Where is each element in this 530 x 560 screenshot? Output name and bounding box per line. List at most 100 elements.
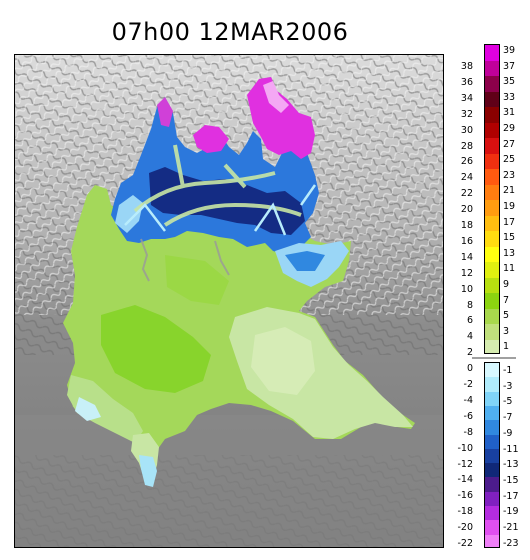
legend-tick-right: -1 — [503, 365, 513, 376]
colorbar-segment — [485, 184, 499, 201]
very-cold-peaks-west — [157, 97, 173, 127]
colorbar-segment — [485, 534, 499, 547]
colorbar-segment — [485, 246, 499, 263]
legend-left-ticks: 38 36 34 32 30 28 26 24 22 20 18 16 14 12 10 8 6 4 2 0 -2 -4-… — [445, 54, 481, 549]
colorbar-segment — [485, 377, 499, 393]
colorbar-segment — [485, 262, 499, 279]
colorbar-segment — [485, 420, 499, 436]
colorbar-segment — [485, 91, 499, 108]
colorbar-segment — [485, 363, 499, 378]
colorbar-segment — [485, 200, 499, 217]
alpine-light-blue — [115, 195, 143, 233]
colorbar-segment — [485, 153, 499, 170]
legend-tick-right: -11 — [503, 443, 519, 455]
colorbar-segment — [485, 76, 499, 93]
legend-tick-left: -4 — [463, 394, 473, 406]
legend-tick-left: 0 — [466, 363, 473, 375]
legend-tick-left: -14 — [457, 474, 473, 486]
legend-tick-right: 39 — [503, 45, 516, 56]
legend-tick-left: -22 — [457, 538, 473, 549]
legend-tick-left: 14 — [460, 251, 473, 263]
eastern-alpine-lobe-dark — [285, 251, 325, 271]
very-cold-peaks-east-light — [263, 81, 289, 113]
legend-tick-right: -5 — [503, 396, 513, 408]
legend-tick-left: 18 — [460, 220, 473, 231]
legend-tick-left: 22 — [460, 188, 473, 200]
colorbar-segment — [485, 308, 499, 325]
colorbar-segment — [485, 448, 499, 464]
colorbar-segment — [485, 293, 499, 310]
legend-tick-right: 15 — [503, 232, 516, 244]
colorbar-segment — [485, 391, 499, 407]
map-title: 07h00 12MAR2006 — [111, 18, 349, 46]
colorbar-positive — [484, 44, 500, 354]
legend-tick-right: -7 — [503, 412, 513, 424]
colorbar-segment — [485, 405, 499, 421]
legend-tick-left: -16 — [457, 490, 473, 502]
legend-tick-left: -12 — [457, 458, 473, 470]
legend-tick-left: 32 — [460, 108, 473, 120]
colorbar-segment — [485, 477, 499, 493]
pale-southwest — [67, 375, 143, 443]
legend-tick-right: -23 — [503, 537, 519, 549]
legend-tick-left: -20 — [457, 522, 473, 534]
legend-tick-left: 38 — [460, 61, 473, 72]
colorbar-segment — [485, 463, 499, 479]
legend-tick-right: 31 — [503, 107, 516, 119]
legend-tick-left: 8 — [466, 299, 473, 311]
legend-tick-left: -10 — [457, 442, 473, 454]
legend-tick-right: 3 — [503, 325, 510, 337]
legend-tick-left: 36 — [460, 76, 473, 88]
legend-tick-left: 20 — [460, 204, 473, 216]
legend-tick-left: 16 — [460, 235, 473, 247]
legend-tick-right: 25 — [503, 154, 516, 166]
apennine-relief — [15, 455, 443, 547]
alpine-valley-lines — [133, 144, 302, 227]
legend-tick-right: 33 — [503, 91, 516, 103]
legend-tick-right: -19 — [503, 506, 519, 518]
warm-core — [101, 305, 211, 393]
legend-tick-right: -21 — [503, 522, 519, 533]
warm-ridge — [165, 255, 229, 305]
legend-tick-right: 21 — [503, 185, 516, 197]
legend-tick-left: -18 — [457, 506, 473, 518]
colorbar-segment — [485, 506, 499, 521]
legend-tick-left: 2 — [466, 347, 473, 359]
legend-tick-right: 13 — [503, 247, 516, 259]
legend-tick-right: 37 — [503, 60, 516, 72]
temperature-map — [14, 54, 444, 548]
legend-tick-left: 30 — [460, 124, 473, 136]
colorbar-segment — [485, 277, 499, 294]
legend-tick-left: 4 — [466, 331, 473, 343]
legend-tick-right: 23 — [503, 169, 516, 181]
legend-tick-left: 12 — [460, 267, 473, 279]
legend-tick-left: -2 — [463, 379, 473, 390]
colorbar-segment — [485, 434, 499, 450]
legend-tick-right: 27 — [503, 138, 516, 150]
legend-tick-left: -6 — [463, 410, 473, 422]
colorbar-segment — [485, 491, 499, 507]
colorbar-segment — [485, 215, 499, 232]
colorbar-segment — [485, 107, 499, 124]
legend-tick-right: 9 — [503, 279, 510, 290]
legend-tick-right: -15 — [503, 474, 519, 486]
very-cold-peaks-east — [247, 77, 315, 159]
legend-tick-right: -9 — [503, 427, 513, 439]
southern-tip-cold — [139, 455, 157, 487]
legend-tick-left: 6 — [466, 315, 473, 327]
colorbar-segment — [485, 122, 499, 139]
legend-tick-left: 26 — [460, 156, 473, 168]
colorbar-negative — [484, 362, 500, 548]
legend-tick-right: 7 — [503, 294, 510, 306]
legend-zero-line — [472, 357, 516, 359]
legend-tick-right: 19 — [503, 201, 516, 212]
colorbar-segment — [485, 138, 499, 155]
colorbar-segment — [485, 231, 499, 248]
colorbar-segment — [485, 339, 499, 353]
legend-tick-right: 1 — [503, 341, 510, 353]
cold-spot-southwest — [75, 397, 101, 421]
legend-tick-right: -17 — [503, 490, 519, 502]
map-canvas — [15, 55, 443, 547]
colorbar-segment — [485, 45, 499, 62]
legend-tick-left: 10 — [460, 283, 473, 295]
